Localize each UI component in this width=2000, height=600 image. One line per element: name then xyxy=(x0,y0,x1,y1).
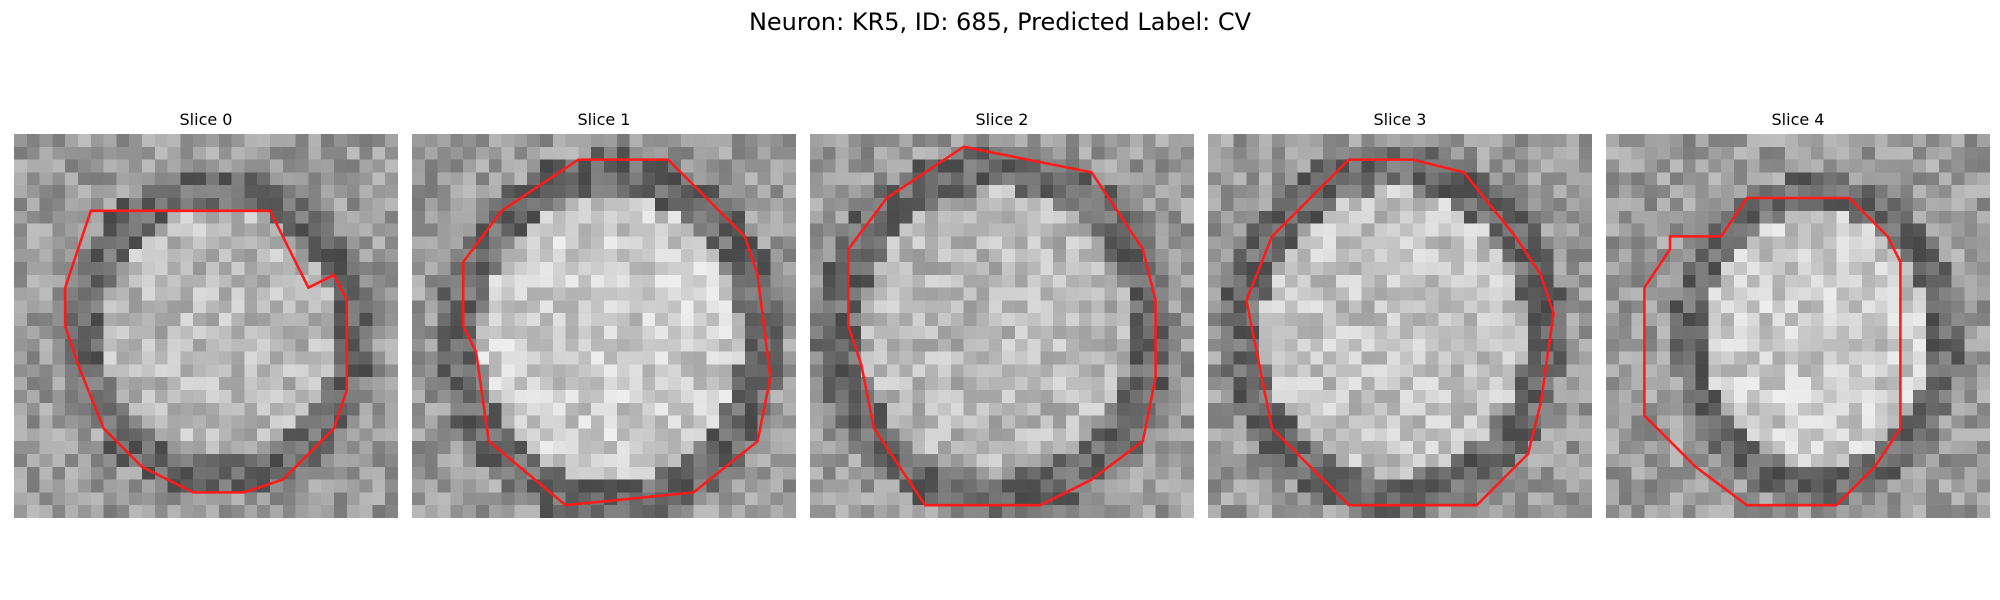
micrograph-pixels xyxy=(14,134,398,518)
slice-title: Slice 1 xyxy=(577,110,631,129)
cell-contour xyxy=(461,158,772,507)
micrograph-pixels xyxy=(412,134,796,518)
cell-contour xyxy=(63,209,349,494)
slice-panel-4: Slice 4 xyxy=(1606,110,1990,518)
micrograph-pixels xyxy=(810,134,1194,518)
micrograph-pixels xyxy=(1606,134,1990,518)
slice-title: Slice 0 xyxy=(179,110,233,129)
slice-panel-2: Slice 2 xyxy=(810,110,1194,518)
cell-contour xyxy=(1245,158,1555,507)
slice-panel-3: Slice 3 xyxy=(1208,110,1592,518)
slice-image xyxy=(1606,134,1990,518)
slice-image xyxy=(1208,134,1592,518)
slice-panel-0: Slice 0 xyxy=(14,110,398,518)
figure-title: Neuron: KR5, ID: 685, Predicted Label: C… xyxy=(748,8,1252,36)
cell-contour xyxy=(1643,196,1902,507)
slice-image xyxy=(810,134,1194,518)
slice-title: Slice 3 xyxy=(1373,110,1427,129)
cell-contour xyxy=(847,145,1157,507)
micrograph-pixels xyxy=(1208,134,1592,518)
slice-image xyxy=(14,134,398,518)
slice-panel-1: Slice 1 xyxy=(412,110,796,518)
slice-title: Slice 4 xyxy=(1771,110,1825,129)
slice-image xyxy=(412,134,796,518)
slice-title: Slice 2 xyxy=(975,110,1029,129)
